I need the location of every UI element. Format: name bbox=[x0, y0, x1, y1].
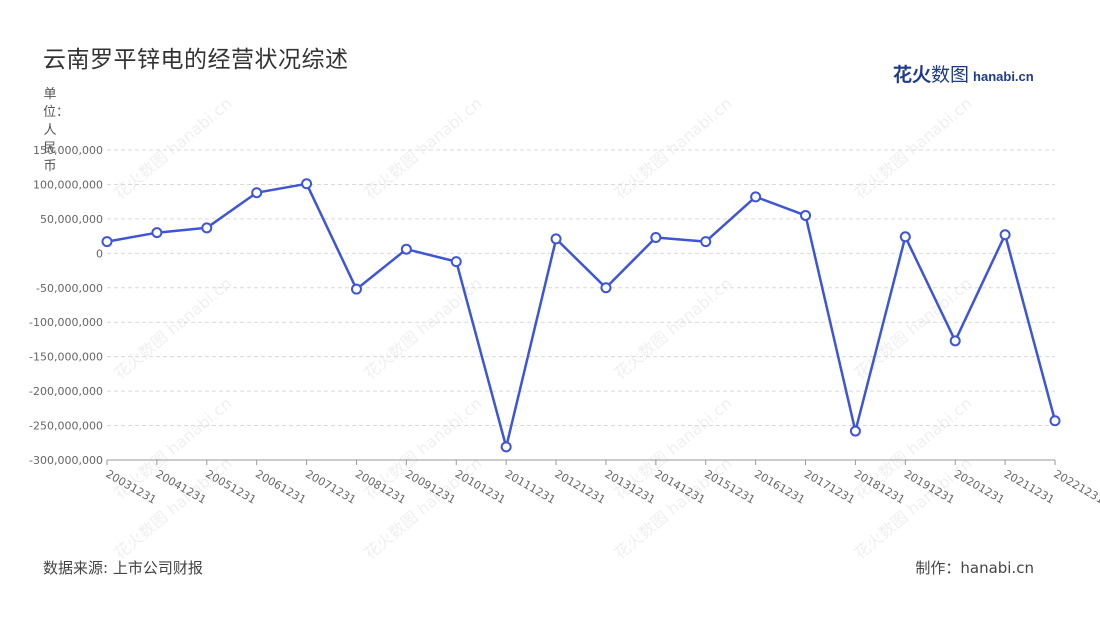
logo-en: hanabi.cn bbox=[973, 69, 1034, 84]
data-point[interactable] bbox=[151, 227, 163, 239]
series-line bbox=[106, 182, 1057, 449]
data-point[interactable] bbox=[999, 229, 1011, 241]
x-tick-label: 20221231 bbox=[1052, 467, 1100, 506]
data-point[interactable] bbox=[750, 191, 762, 203]
watermark-text-9: 花火数图 hanabi.cn bbox=[360, 454, 485, 563]
watermark-text-5: 花火数图 hanabi.cn bbox=[360, 274, 485, 383]
x-tick-label: 20211231 bbox=[1002, 467, 1057, 506]
y-tick-label: -200,000,000 bbox=[29, 385, 103, 398]
x-tick-label: 20201231 bbox=[952, 467, 1007, 506]
data-point[interactable] bbox=[101, 236, 113, 248]
data-point[interactable] bbox=[550, 233, 562, 245]
watermark-text-0: 花火数图 hanabi.cn bbox=[110, 94, 235, 203]
data-point[interactable] bbox=[600, 282, 612, 294]
y-tick-label: 100,000,000 bbox=[33, 178, 103, 191]
x-tick-label: 20121231 bbox=[553, 467, 608, 506]
data-source-note: 数据来源: 上市公司财报 bbox=[43, 559, 203, 577]
watermark-text-1: 花火数图 hanabi.cn bbox=[360, 94, 485, 203]
logo-cn-bold: 花火 bbox=[893, 64, 932, 86]
x-tick-label: 20111231 bbox=[503, 467, 558, 506]
watermark-text-4: 花火数图 hanabi.cn bbox=[110, 274, 235, 383]
data-point[interactable] bbox=[650, 231, 662, 243]
watermark-text-2: 花火数图 hanabi.cn bbox=[610, 94, 735, 203]
watermark-text-10: 花火数图 hanabi.cn bbox=[610, 454, 735, 563]
data-point[interactable] bbox=[400, 243, 412, 255]
y-tick-label: 150,000,000 bbox=[33, 144, 103, 157]
watermark-text-7: 花火数图 hanabi.cn bbox=[850, 274, 975, 383]
data-point[interactable] bbox=[350, 283, 362, 295]
data-point[interactable] bbox=[800, 209, 812, 221]
watermark-text-3: 花火数图 hanabi.cn bbox=[850, 94, 975, 203]
x-tick-label: 20161231 bbox=[752, 467, 807, 506]
y-tick-label: -50,000,000 bbox=[36, 282, 103, 295]
data-point[interactable] bbox=[450, 256, 462, 268]
chart-title: 云南罗平锌电的经营状况综述 bbox=[43, 47, 349, 73]
data-point[interactable] bbox=[700, 236, 712, 248]
y-tick-label: 0 bbox=[96, 247, 103, 260]
brand-logo: 花火 数图 hanabi.cn bbox=[893, 60, 1034, 87]
data-point[interactable] bbox=[201, 222, 213, 234]
y-tick-label: -150,000,000 bbox=[29, 351, 103, 364]
x-tick-label: 20071231 bbox=[303, 467, 358, 506]
x-tick-label: 20061231 bbox=[253, 467, 308, 506]
watermark-text-8: 花火数图 hanabi.cn bbox=[110, 454, 235, 563]
data-point[interactable] bbox=[1049, 415, 1061, 427]
y-tick-label: -100,000,000 bbox=[29, 316, 103, 329]
grid-lines bbox=[107, 149, 1055, 461]
y-tick-label: -250,000,000 bbox=[29, 420, 103, 433]
data-point[interactable] bbox=[301, 178, 313, 190]
series-points bbox=[101, 178, 1061, 453]
data-point[interactable] bbox=[949, 335, 961, 347]
series-line-path bbox=[106, 182, 1057, 449]
watermark-text-6: 花火数图 hanabi.cn bbox=[610, 274, 735, 383]
y-tick-label: 50,000,000 bbox=[40, 213, 103, 226]
data-point[interactable] bbox=[500, 441, 512, 453]
data-point[interactable] bbox=[899, 231, 911, 243]
y-axis-ticks: 150,000,000 100,000,000 50,000,000 0 -50,000… bbox=[29, 144, 103, 467]
maker-credit: 制作：hanabi.cn bbox=[915, 559, 1034, 577]
logo-cn-rest: 数图 bbox=[931, 64, 970, 86]
x-tick-label: 20171231 bbox=[802, 467, 857, 506]
data-point[interactable] bbox=[849, 425, 861, 437]
y-tick-label: -300,000,000 bbox=[29, 454, 103, 467]
data-point[interactable] bbox=[251, 187, 263, 199]
